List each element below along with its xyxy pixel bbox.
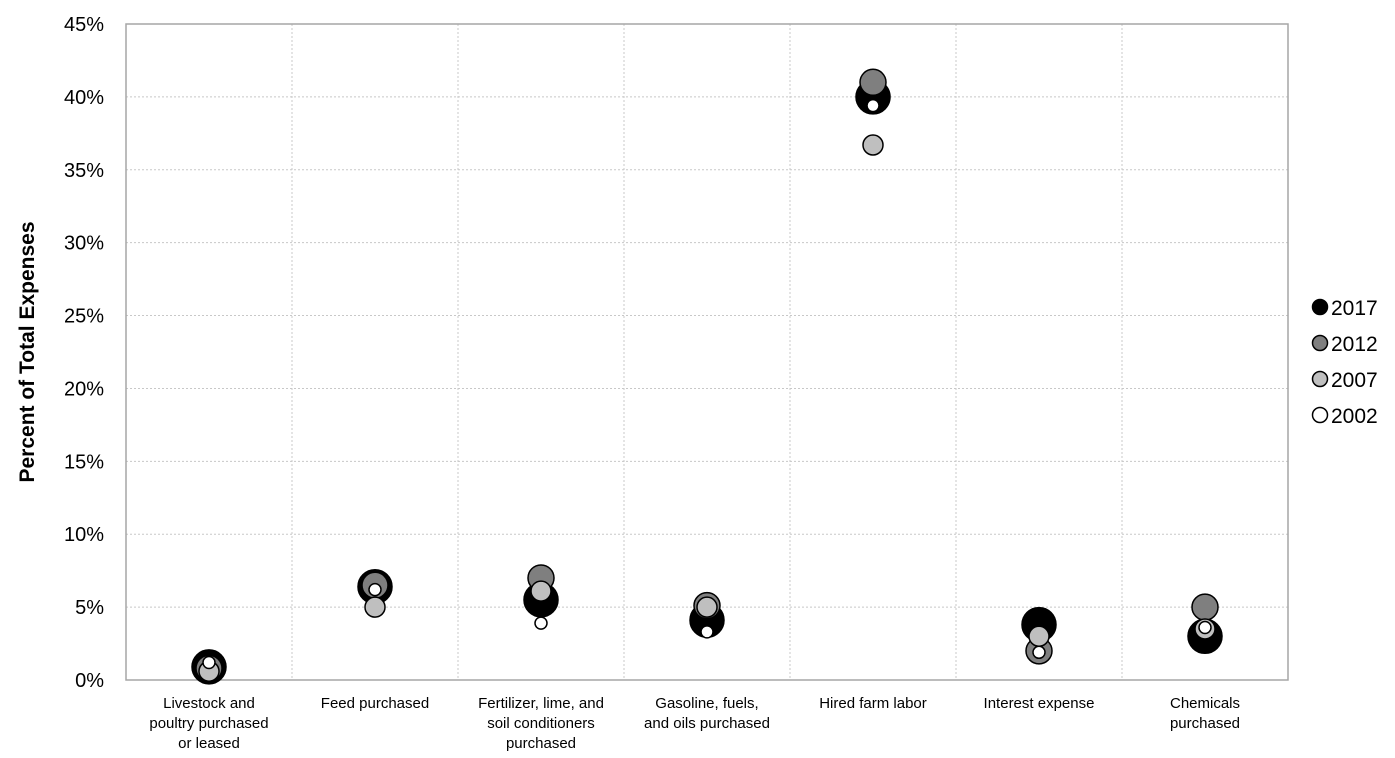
legend: 2017 2012 2007 2002 (1311, 297, 1378, 428)
legend-label: 2007 (1331, 369, 1378, 392)
legend-label: 2002 (1331, 405, 1378, 428)
data-point (1032, 645, 1046, 660)
y-tick-label: 20% (64, 378, 104, 400)
data-point (862, 134, 884, 156)
legend-marker (1311, 298, 1329, 316)
y-axis-title: Percent of Total Expenses (16, 221, 39, 482)
y-tick-label: 5% (75, 597, 104, 619)
x-category-label: Feed purchased (321, 695, 429, 712)
data-point (202, 655, 216, 670)
data-points (191, 68, 1223, 685)
y-tick-label: 35% (64, 160, 104, 182)
y-axis-ticks: 0% 5% 10% 15% 20% 25% 30% 35% 40% 45% (64, 14, 104, 692)
y-tick-label: 40% (64, 87, 104, 109)
y-tick-label: 10% (64, 524, 104, 546)
series-2002 (202, 98, 1212, 670)
y-tick-label: 30% (64, 233, 104, 255)
series-2007 (198, 134, 1216, 683)
legend-item: 2007 (1311, 369, 1378, 392)
legend-item: 2012 (1311, 333, 1378, 356)
y-tick-label: 15% (64, 451, 104, 473)
legend-marker (1311, 370, 1329, 388)
x-category-label: Chemicals purchased (1170, 695, 1240, 732)
legend-item: 2002 (1311, 405, 1378, 428)
x-axis-categories: Livestock and poultry purchased or leased F… (149, 695, 1240, 752)
grid-lines (126, 24, 1288, 680)
legend-marker (1311, 334, 1329, 352)
data-point (368, 582, 382, 597)
plot-area-frame (125, 23, 1289, 681)
y-tick-label: 0% (75, 670, 104, 692)
data-point (530, 580, 552, 602)
y-tick-label: 25% (64, 306, 104, 328)
data-point (1191, 593, 1219, 621)
x-category-label: Gasoline, fuels, and oils purchased (644, 695, 770, 732)
data-point (696, 596, 718, 618)
data-point (700, 625, 714, 639)
data-point (534, 616, 548, 630)
x-category-label: Interest expense (984, 695, 1095, 712)
data-point (866, 98, 880, 113)
data-point (1198, 620, 1212, 635)
x-category-label: Fertilizer, lime, and soil conditioners pu… (478, 695, 604, 752)
legend-label: 2017 (1331, 297, 1378, 320)
legend-marker (1311, 406, 1329, 424)
data-point (859, 68, 887, 97)
data-point (364, 596, 386, 618)
series-2012 (195, 68, 1219, 683)
y-tick-label: 45% (64, 14, 104, 36)
x-category-label: Livestock and poultry purchased or leased (149, 695, 268, 752)
x-category-label: Hired farm labor (819, 695, 927, 712)
data-point (1028, 625, 1050, 648)
legend-item: 2017 (1311, 297, 1378, 320)
legend-label: 2012 (1331, 333, 1378, 356)
